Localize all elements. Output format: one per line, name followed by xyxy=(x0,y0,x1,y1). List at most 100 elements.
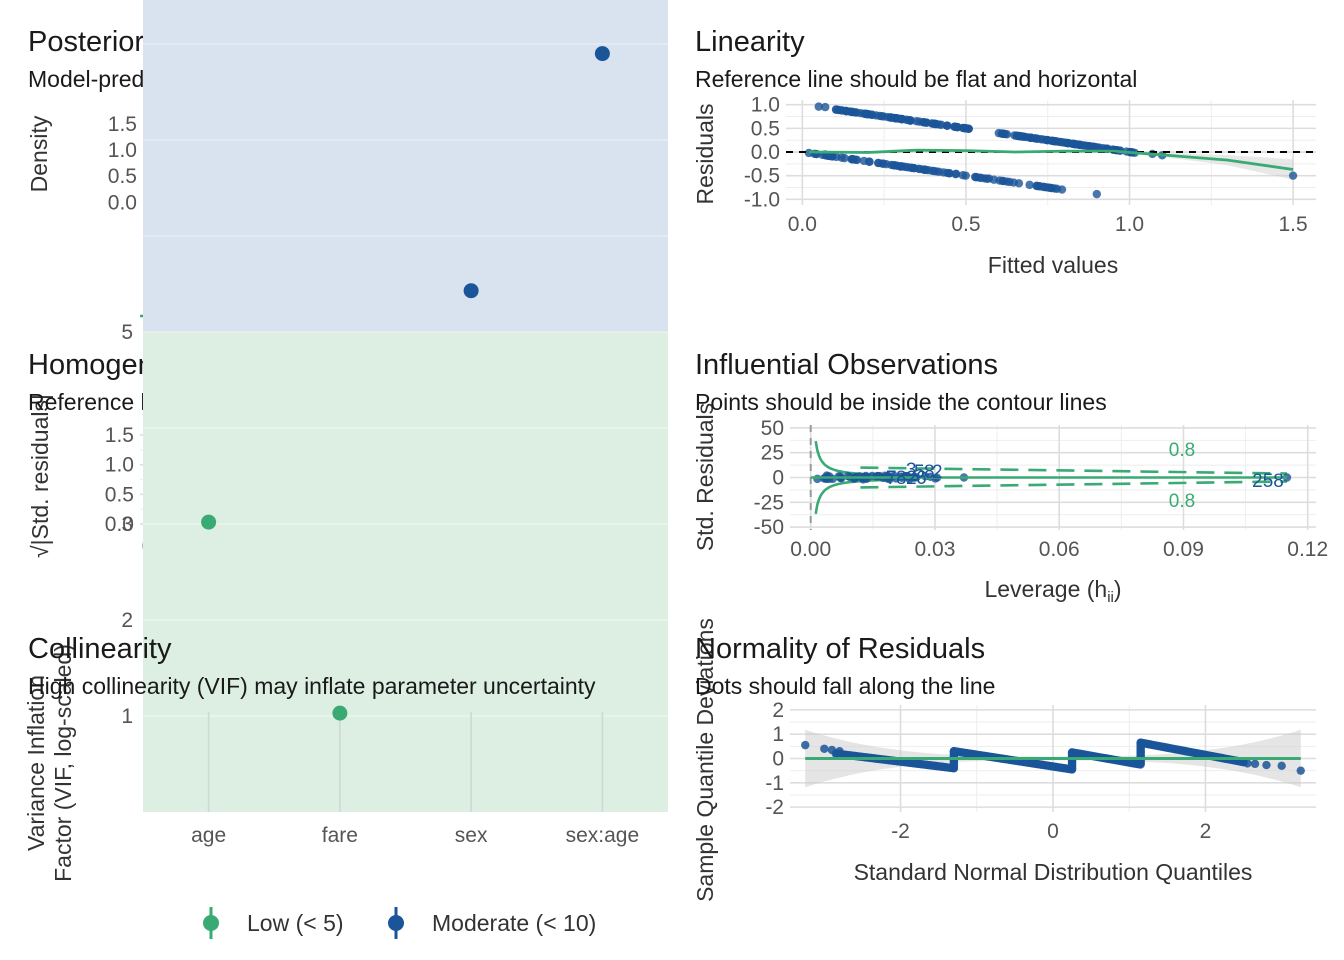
residual-point xyxy=(922,118,931,127)
residual-point xyxy=(1021,132,1031,142)
normality-ytick-label: 1 xyxy=(772,723,784,746)
influential-ytick-label: 50 xyxy=(761,417,784,440)
qq-point xyxy=(1296,766,1305,775)
normality-ytick-label: 2 xyxy=(772,699,784,722)
vif-point xyxy=(332,705,348,721)
residual-point xyxy=(951,169,961,178)
linearity-smooth-line xyxy=(808,148,1294,171)
point-id-label: 7 xyxy=(886,468,897,489)
influence-point xyxy=(1282,473,1292,482)
legend-low-label: Low (< 5) xyxy=(247,910,344,936)
homogeneity-ytick-label: 1.5 xyxy=(105,424,134,447)
residual-point xyxy=(834,105,844,115)
low-vif-band xyxy=(143,332,668,812)
influential-xlabel: Leverage (hii) xyxy=(984,576,1121,606)
residual-point xyxy=(906,163,916,172)
legend-low-key-dot xyxy=(203,915,219,931)
residual-point xyxy=(1092,189,1102,199)
residual-point xyxy=(887,160,896,170)
homogeneity-ytick-label: 0.0 xyxy=(105,513,134,536)
linearity-xtick-label: 0.5 xyxy=(951,213,980,236)
cook-contour-curve xyxy=(814,440,894,477)
contour-label-lower: 0.8 xyxy=(1169,491,1195,512)
normality-ylabel: Sample Quantile Deviations xyxy=(692,618,718,902)
influential-xtick-label: 0.06 xyxy=(1039,538,1080,561)
collinearity-xtick-label: sex xyxy=(455,824,488,847)
ppc-ylabel: Density xyxy=(26,115,52,192)
point-id-label: 3 xyxy=(906,460,917,481)
residual-point xyxy=(1079,141,1088,150)
influential-ytick-label: -25 xyxy=(754,491,784,514)
point-id-label: 5 xyxy=(914,462,925,483)
collinearity-xtick-label: fare xyxy=(322,824,358,847)
residual-point xyxy=(906,116,915,126)
qq-point xyxy=(820,744,829,753)
cook-contour-dashed xyxy=(860,480,1288,489)
influential-ylabel: Std. Residuals xyxy=(692,403,718,551)
xlabel-end: ) xyxy=(1114,576,1122,602)
xlabel-sub: ii xyxy=(1107,589,1114,606)
normality-xtick-label: -2 xyxy=(891,820,910,843)
contour-label-upper: 0.8 xyxy=(1169,440,1195,461)
residual-point xyxy=(915,164,925,174)
residual-point xyxy=(1051,137,1060,146)
linearity-title: Linearity xyxy=(695,26,805,58)
point-id-label: 2 xyxy=(932,462,943,483)
residual-point xyxy=(897,114,906,124)
residual-point xyxy=(977,173,986,183)
normality-ytick-label: -2 xyxy=(765,796,784,819)
collinearity-ytick-label: 2 xyxy=(121,609,133,632)
residual-point xyxy=(1038,135,1047,144)
residual-point xyxy=(1014,179,1024,188)
residual-point xyxy=(945,169,954,178)
residual-point xyxy=(1052,184,1062,194)
influential-xtick-label: 0.09 xyxy=(1163,538,1204,561)
point-id-label-258: 258 xyxy=(1252,471,1284,492)
residual-point xyxy=(924,166,933,175)
residual-point xyxy=(1045,183,1054,192)
homogeneity-ytick-label: 1.0 xyxy=(105,454,134,477)
residual-point xyxy=(814,102,823,111)
ppc-ytick-label: 0.0 xyxy=(108,191,137,214)
qq-point xyxy=(1262,760,1271,770)
collinearity-xtick-label: sex:age xyxy=(566,824,640,847)
point-id-label: 8 xyxy=(896,468,907,489)
legend-moderate-key-dot xyxy=(388,915,404,931)
qq-point xyxy=(1277,761,1286,770)
residual-point xyxy=(1038,182,1048,192)
residual-point xyxy=(842,106,851,116)
residual-point xyxy=(995,176,1004,185)
point-id-label: 8 xyxy=(924,462,935,483)
collinearity-ytick-label: 1 xyxy=(121,705,133,728)
vif-point xyxy=(463,283,479,299)
qq-point xyxy=(1243,759,1252,768)
residual-point xyxy=(832,152,841,162)
collinearity-ytick-label: 3 xyxy=(121,513,133,536)
xlabel-main: Leverage (h xyxy=(984,576,1107,602)
influential-ytick-label: 25 xyxy=(761,442,784,465)
normality-xlabel: Standard Normal Distribution Quantiles xyxy=(854,859,1253,885)
homogeneity-ylabel: √|Std. residuals| xyxy=(27,394,53,558)
collinearity-ylabel: Variance Inflation xyxy=(23,675,49,851)
qq-point xyxy=(835,747,844,756)
linearity-xtick-label: 1.0 xyxy=(1115,213,1144,236)
linearity-ylabel: Residuals xyxy=(692,104,718,205)
ppc-ytick-label: 0.5 xyxy=(108,165,137,188)
influential-ytick-label: -50 xyxy=(754,516,784,539)
influential-subtitle: Points should be inside the contour line… xyxy=(695,389,1107,415)
qq-point xyxy=(827,745,837,755)
linearity-xtick-label: 0.0 xyxy=(788,213,817,236)
cook-contour-dashed xyxy=(860,466,1288,475)
homogeneity-ytick-label: 0.5 xyxy=(105,483,134,506)
residual-point xyxy=(998,129,1008,138)
residual-point xyxy=(859,156,869,166)
influential-title: Influential Observations xyxy=(695,349,998,381)
point-id-label: 2 xyxy=(906,468,917,489)
collinearity-ytick-label: 5 xyxy=(121,321,133,344)
normality-xtick-label: 0 xyxy=(1047,820,1059,843)
residual-point xyxy=(868,110,877,120)
collinearity-ylabel: Factor (VIF, log-scaled) xyxy=(50,644,76,882)
